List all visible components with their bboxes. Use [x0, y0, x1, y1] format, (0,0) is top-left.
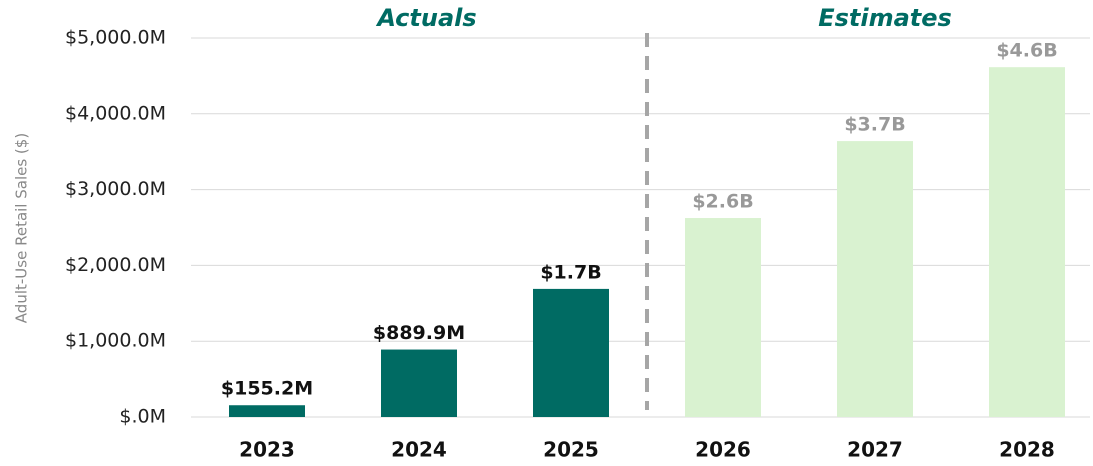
value-label: $3.7B — [844, 114, 905, 136]
annotation: Actuals — [375, 4, 476, 32]
x-tick-label: 2024 — [391, 438, 447, 462]
bar — [837, 141, 913, 417]
x-tick-label: 2026 — [695, 438, 751, 462]
y-axis-label: Adult-Use Retail Sales ($) — [13, 133, 31, 323]
bar — [381, 349, 457, 417]
x-tick-label: 2027 — [847, 438, 903, 462]
x-tick-label: 2025 — [543, 438, 599, 462]
bar — [989, 67, 1065, 418]
value-label: $155.2M — [221, 378, 313, 400]
y-tick-label: $1,000.0M — [65, 330, 166, 352]
bar — [533, 288, 609, 417]
y-tick-label: $4,000.0M — [65, 102, 166, 124]
y-tick-label: $2,000.0M — [65, 254, 166, 276]
value-label: $2.6B — [692, 191, 753, 213]
annotation: Estimates — [818, 4, 952, 32]
y-tick-label: $3,000.0M — [65, 178, 166, 200]
y-tick-label: $.0M — [119, 406, 166, 428]
value-label: $4.6B — [996, 40, 1057, 62]
x-tick-label: 2023 — [239, 438, 295, 462]
value-label: $1.7B — [540, 261, 601, 283]
value-label: $889.9M — [373, 322, 465, 344]
bar — [685, 218, 761, 417]
bar — [229, 405, 305, 417]
x-tick-label: 2028 — [999, 438, 1055, 462]
y-tick-label: $5,000.0M — [65, 27, 166, 49]
